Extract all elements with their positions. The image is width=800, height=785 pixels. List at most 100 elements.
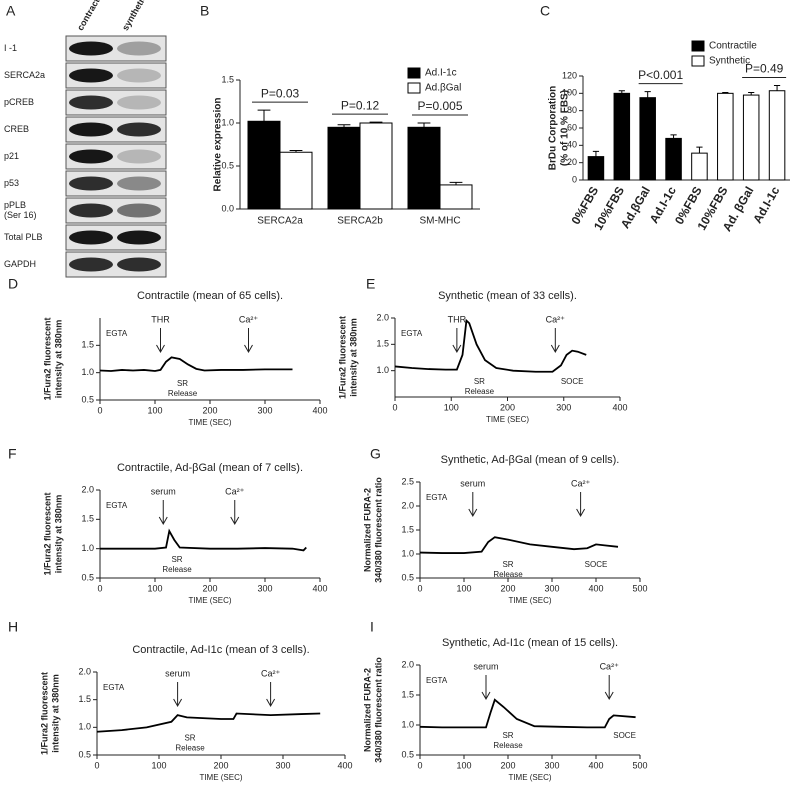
note: SOCE bbox=[613, 731, 636, 740]
y-axis-label: intensity at 380nm bbox=[53, 495, 63, 574]
x-tick-label: SM-MHC bbox=[419, 216, 460, 227]
blot-band bbox=[117, 41, 161, 56]
annotation: P=0.12 bbox=[341, 98, 380, 112]
y-tick-label: 1.5 bbox=[78, 694, 91, 704]
bar bbox=[407, 126, 441, 210]
y-axis-label: 1/Fura2 fluorescent bbox=[42, 317, 52, 400]
trace bbox=[96, 712, 321, 733]
note: SR bbox=[474, 377, 485, 386]
row-label: (Ser 16) bbox=[4, 210, 37, 220]
y-tick-label: 1.5 bbox=[81, 514, 94, 524]
arrow bbox=[156, 328, 165, 354]
arrow-label: Ca²⁺ bbox=[239, 314, 259, 324]
arrow-label: Ca²⁺ bbox=[600, 661, 620, 671]
x-tick-label: 200 bbox=[202, 405, 217, 415]
y-tick-label: 0.5 bbox=[401, 572, 414, 582]
y-axis-label: (% of 10 % FBS) bbox=[560, 90, 571, 166]
y-tick-label: 1.0 bbox=[81, 367, 94, 377]
row-label: pPLB bbox=[4, 200, 26, 210]
arrow bbox=[481, 675, 491, 701]
x-axis-label: TIME (SEC) bbox=[188, 418, 231, 427]
panel-letter: B bbox=[200, 3, 209, 19]
annotation: P<0.001 bbox=[638, 68, 683, 82]
y-axis-label: 340/380 fluorescent ratio bbox=[373, 477, 383, 583]
x-tick-label: 100 bbox=[444, 402, 459, 412]
y-tick-label: 1.0 bbox=[81, 543, 94, 553]
row-label: CREB bbox=[4, 124, 29, 134]
x-tick-label: 400 bbox=[588, 760, 603, 770]
note: Release bbox=[162, 565, 192, 574]
note: SOCE bbox=[561, 377, 584, 386]
arrow-label: serum bbox=[165, 668, 190, 678]
blot-band bbox=[69, 95, 113, 110]
y-axis-label: intensity at 380nm bbox=[53, 320, 63, 399]
y-axis-label: 340/380 fluorescent ratio bbox=[373, 657, 383, 763]
x-tick-label: 200 bbox=[500, 402, 515, 412]
trace bbox=[99, 356, 293, 372]
arrow bbox=[173, 682, 183, 708]
legend-swatch bbox=[691, 55, 705, 67]
bar bbox=[359, 122, 393, 210]
error-bar bbox=[369, 121, 383, 123]
error-bar bbox=[696, 146, 703, 154]
panel-letter: I bbox=[370, 619, 374, 635]
y-axis-label: 1/Fura2 fluorescent bbox=[42, 492, 52, 575]
note: Release bbox=[168, 389, 198, 398]
error-bar bbox=[748, 91, 755, 96]
x-tick-label: 200 bbox=[500, 760, 515, 770]
chart-title: Synthetic, Ad-βGal (mean of 9 cells). bbox=[441, 454, 620, 466]
error-bar bbox=[644, 91, 651, 98]
x-tick-label: 0 bbox=[97, 405, 102, 415]
blot-band bbox=[117, 149, 161, 164]
blot-band bbox=[69, 122, 113, 137]
x-axis-label: TIME (SEC) bbox=[508, 596, 551, 605]
buffer-label: EGTA bbox=[106, 501, 128, 510]
y-tick-label: 1.0 bbox=[78, 722, 91, 732]
x-axis-label: TIME (SEC) bbox=[486, 415, 529, 424]
panel-letter: D bbox=[8, 276, 18, 292]
note: SR bbox=[177, 379, 188, 388]
y-tick-label: 1.5 bbox=[401, 524, 414, 534]
note: SOCE bbox=[585, 560, 608, 569]
blot-band bbox=[117, 230, 161, 245]
x-tick-label: 200 bbox=[202, 583, 217, 593]
bar bbox=[691, 152, 708, 181]
chart-title: Synthetic (mean of 33 cells). bbox=[438, 290, 577, 302]
x-tick-label: 200 bbox=[500, 583, 515, 593]
blot-band bbox=[69, 176, 113, 191]
row-label: SERCA2a bbox=[4, 70, 45, 80]
panel-letter: G bbox=[370, 446, 381, 462]
bar bbox=[768, 90, 786, 181]
arrow-label: THR bbox=[448, 314, 467, 324]
x-tick-label: 500 bbox=[632, 760, 647, 770]
note: SR bbox=[184, 733, 195, 742]
y-tick-label: 2.0 bbox=[401, 500, 414, 510]
arrow bbox=[452, 328, 462, 354]
bar bbox=[665, 137, 682, 181]
arrow-label: serum bbox=[460, 478, 485, 488]
y-tick-label: 0.5 bbox=[81, 572, 94, 582]
x-tick-label: 500 bbox=[632, 583, 647, 593]
error-bar bbox=[618, 90, 625, 94]
y-tick-label: 60 bbox=[567, 122, 577, 132]
x-tick-label: 400 bbox=[612, 402, 627, 412]
chart-title: Contractile, Ad-βGal (mean of 7 cells). bbox=[117, 462, 303, 474]
row-label: GAPDH bbox=[4, 259, 36, 269]
y-tick-label: 0.5 bbox=[81, 394, 94, 404]
y-axis-label: Normalized FURA-2 bbox=[362, 668, 372, 752]
arrow-label: Ca²⁺ bbox=[225, 486, 245, 496]
bar bbox=[639, 97, 656, 181]
bar bbox=[247, 120, 281, 210]
note: Release bbox=[493, 570, 523, 579]
legend-label: Contractile bbox=[709, 41, 757, 52]
y-tick-label: 100 bbox=[562, 88, 577, 98]
arrow-label: Ca²⁺ bbox=[571, 478, 591, 488]
y-axis-label: intensity at 380nm bbox=[348, 318, 358, 397]
error-bar bbox=[722, 91, 729, 94]
blot-band bbox=[117, 257, 161, 272]
row-label: pCREB bbox=[4, 97, 34, 107]
note: SR bbox=[171, 555, 182, 564]
arrow-label: Ca²⁺ bbox=[546, 314, 566, 324]
x-tick-label: 400 bbox=[312, 583, 327, 593]
y-axis-label: BrDu Corporation bbox=[548, 86, 559, 170]
